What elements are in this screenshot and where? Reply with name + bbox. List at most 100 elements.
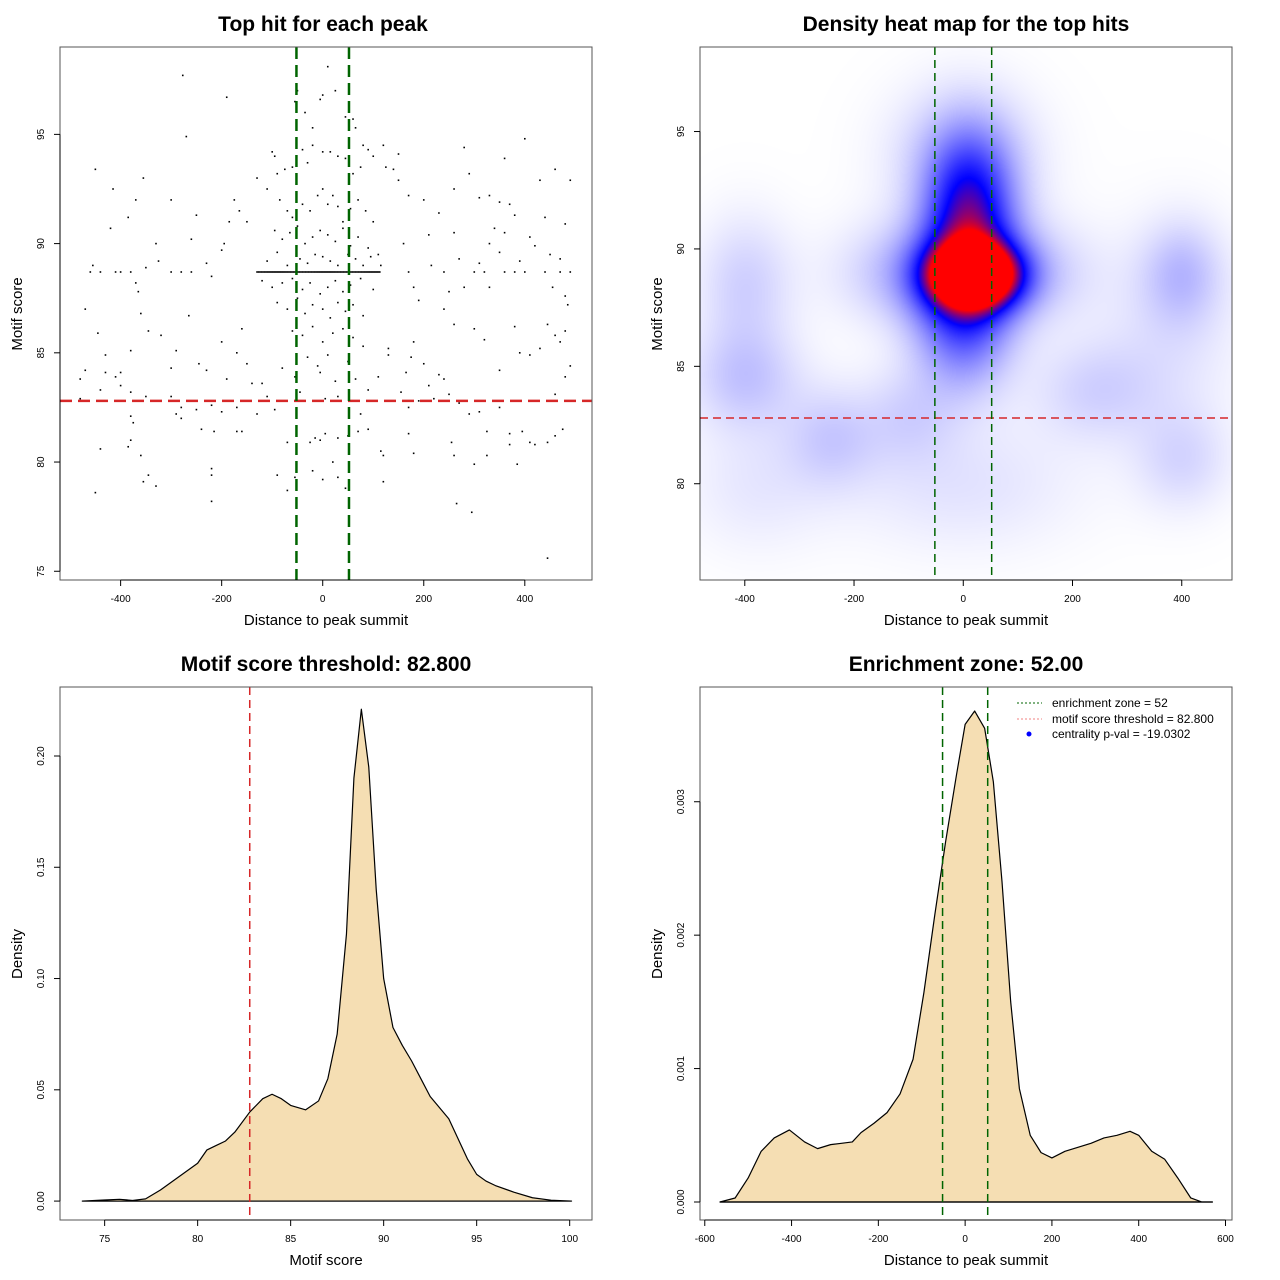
- data-point: [518, 352, 521, 354]
- density-curve: [719, 710, 1214, 1203]
- data-point: [220, 410, 223, 413]
- data-point: [546, 323, 549, 326]
- data-point: [180, 417, 183, 420]
- data-point: [455, 502, 458, 505]
- data-point: [362, 264, 364, 267]
- data-point: [205, 262, 208, 265]
- data-point: [294, 476, 296, 479]
- data-point: [319, 439, 321, 441]
- data-point: [278, 271, 281, 273]
- data-point: [359, 271, 361, 273]
- y-tick-label: 90: [676, 243, 687, 255]
- data-point: [311, 469, 314, 472]
- data-point: [315, 271, 317, 273]
- data-point: [319, 371, 321, 374]
- data-point: [301, 288, 304, 291]
- data-point: [377, 253, 380, 256]
- data-point: [304, 111, 306, 114]
- data-point: [342, 220, 344, 223]
- distance-density-area: [719, 710, 1214, 1203]
- y-tick-label: 0.20: [36, 746, 47, 766]
- data-point: [371, 271, 374, 273]
- data-point: [544, 271, 546, 273]
- x-tick-label: -400: [782, 1234, 802, 1245]
- scatter-plot-frame: [59, 46, 593, 581]
- data-point: [428, 234, 430, 236]
- data-point: [412, 452, 415, 455]
- data-point: [185, 135, 188, 138]
- data-point: [180, 406, 183, 409]
- data-point: [291, 271, 293, 273]
- data-point: [326, 234, 329, 236]
- data-point: [524, 271, 526, 273]
- data-point: [321, 478, 324, 481]
- scatter-x-label: Distance to peak summit: [244, 612, 409, 629]
- data-point: [272, 271, 275, 273]
- data-point: [554, 435, 556, 437]
- data-point: [175, 349, 178, 352]
- data-point: [334, 279, 337, 282]
- data-point: [524, 137, 526, 140]
- data-point: [341, 271, 343, 273]
- data-point: [311, 127, 314, 129]
- data-point: [478, 262, 481, 265]
- data-point: [79, 378, 82, 380]
- data-point: [344, 310, 347, 313]
- distance-density-y-label: Density: [649, 928, 666, 979]
- data-point: [99, 389, 102, 391]
- data-point: [513, 325, 516, 328]
- data-point: [316, 365, 319, 367]
- data-point: [488, 286, 491, 289]
- data-point: [170, 271, 172, 273]
- data-point: [288, 271, 290, 273]
- data-point: [190, 238, 193, 241]
- data-point: [549, 253, 551, 256]
- data-point: [321, 341, 324, 343]
- data-point: [478, 196, 481, 199]
- data-point: [223, 242, 225, 245]
- data-point: [450, 441, 453, 444]
- data-point: [298, 271, 301, 273]
- legend-label-motif-threshold: motif score threshold = 82.800: [1052, 712, 1214, 726]
- data-point: [307, 271, 310, 273]
- data-point: [463, 286, 465, 289]
- data-point: [236, 352, 238, 354]
- data-point: [277, 271, 280, 273]
- data-point: [311, 144, 314, 147]
- data-point: [362, 144, 364, 147]
- data-point: [345, 271, 348, 273]
- data-point: [554, 168, 556, 171]
- data-point: [546, 441, 549, 444]
- data-point: [503, 157, 506, 160]
- data-point: [205, 369, 208, 372]
- data-point: [367, 389, 369, 391]
- x-tick-label: -200: [212, 594, 232, 605]
- y-tick-label: 95: [676, 126, 687, 138]
- data-point: [569, 271, 572, 273]
- data-point: [483, 338, 486, 341]
- data-point: [157, 260, 160, 262]
- data-point: [155, 485, 157, 487]
- data-point: [372, 288, 375, 291]
- data-point: [443, 378, 445, 380]
- data-point: [276, 172, 279, 175]
- x-tick-label: 90: [378, 1234, 390, 1245]
- data-point: [129, 271, 132, 273]
- data-point: [309, 210, 311, 212]
- data-point: [486, 454, 488, 457]
- data-point: [559, 258, 561, 260]
- data-point: [198, 362, 200, 365]
- data-point: [430, 264, 433, 267]
- data-point: [364, 210, 367, 212]
- data-point: [312, 271, 314, 273]
- heatmap-title: Density heat map for the top hits: [803, 13, 1130, 36]
- data-point: [319, 293, 321, 295]
- data-point: [407, 406, 410, 409]
- data-point: [321, 188, 324, 190]
- data-point: [428, 384, 430, 387]
- data-point: [488, 242, 491, 245]
- data-point: [294, 271, 296, 273]
- data-point: [368, 271, 370, 273]
- x-tick-label: 75: [99, 1234, 111, 1245]
- data-point: [369, 271, 372, 273]
